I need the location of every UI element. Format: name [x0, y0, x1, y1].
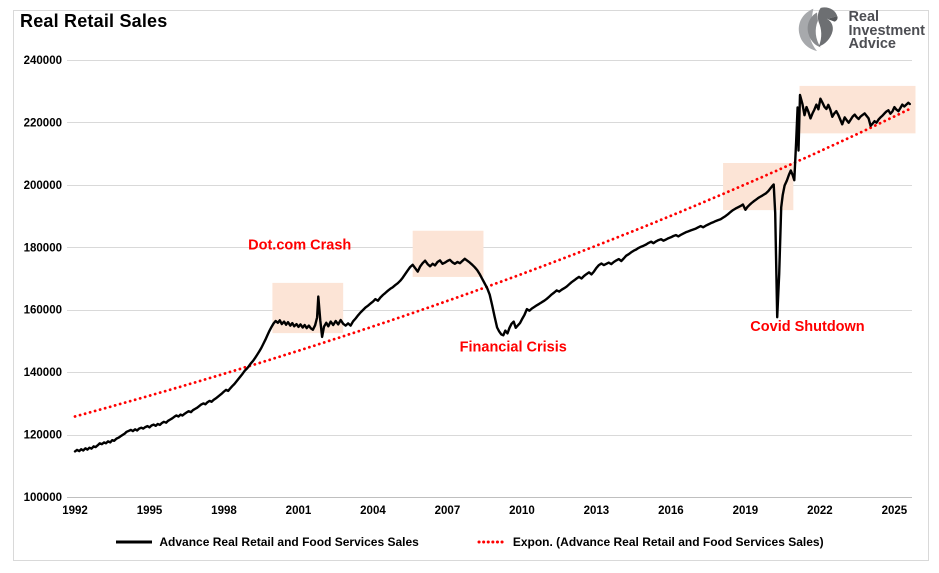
x-tick-label: 2007	[435, 505, 461, 517]
y-tick-label: 200000	[24, 180, 62, 192]
y-tick-label: 120000	[24, 430, 62, 442]
annotation-covid-shutdown: Covid Shutdown	[750, 319, 864, 335]
financial-crisis-region	[412, 230, 484, 277]
gridlines	[67, 60, 912, 498]
x-tick-label: 2019	[733, 505, 759, 517]
dotcom-crash-region	[272, 282, 344, 334]
x-tick-label: 2022	[807, 505, 833, 517]
x-tick-label: 2004	[360, 505, 386, 517]
trend-line-expon	[73, 107, 911, 418]
x-tick-label: 1998	[211, 505, 237, 517]
logo-line-2: Investment	[848, 22, 925, 39]
y-tick-label: 240000	[24, 55, 62, 67]
x-axis-labels: 1992 1995 1998 2001 2004 2007 2010 2013 2016 2019…	[62, 505, 908, 517]
legend-label-sales: Advance Real Retail and Food Services Sa…	[159, 535, 419, 549]
logo-line-1: Real	[848, 9, 880, 26]
eagle-shield-icon	[793, 6, 841, 57]
x-tick-label: 2013	[584, 505, 610, 517]
ria-logo: Real Investment Advice	[793, 6, 925, 57]
logo-text: Real Investment Advice	[848, 9, 925, 53]
y-tick-label: 160000	[24, 305, 62, 317]
x-tick-label: 1992	[62, 505, 88, 517]
annotation-dotcom-crash: Dot.com Crash	[248, 237, 351, 253]
y-tick-label: 100000	[24, 492, 62, 504]
annotation-financial-crisis: Financial Crisis	[460, 340, 567, 356]
dotted-line-swatch	[477, 540, 507, 544]
x-tick-label: 1995	[137, 505, 163, 517]
legend-label-trend: Expon. (Advance Real Retail and Food Ser…	[512, 535, 824, 549]
x-tick-label: 2010	[509, 505, 535, 517]
y-axis-labels: 100000 120000 140000 160000 180000 200000 2200…	[24, 55, 62, 504]
x-tick-label: 2025	[882, 505, 908, 517]
series-line-real-retail-sales	[73, 93, 911, 453]
legend-item-sales: Advance Real Retail and Food Services Sa…	[115, 535, 419, 549]
page-title: Real Retail Sales	[20, 11, 168, 31]
chart-legend: Advance Real Retail and Food Services Sa…	[0, 535, 939, 549]
y-tick-label: 180000	[24, 242, 62, 254]
chart-border	[13, 10, 929, 561]
x-tick-label: 2016	[658, 505, 684, 517]
solid-line-swatch	[116, 540, 153, 544]
logo-line-3: Advice	[848, 36, 896, 53]
x-tick-label: 2001	[286, 505, 312, 517]
y-tick-label: 220000	[24, 117, 62, 129]
y-tick-label: 140000	[24, 367, 62, 379]
legend-item-trend: Expon. (Advance Real Retail and Food Ser…	[477, 535, 824, 549]
